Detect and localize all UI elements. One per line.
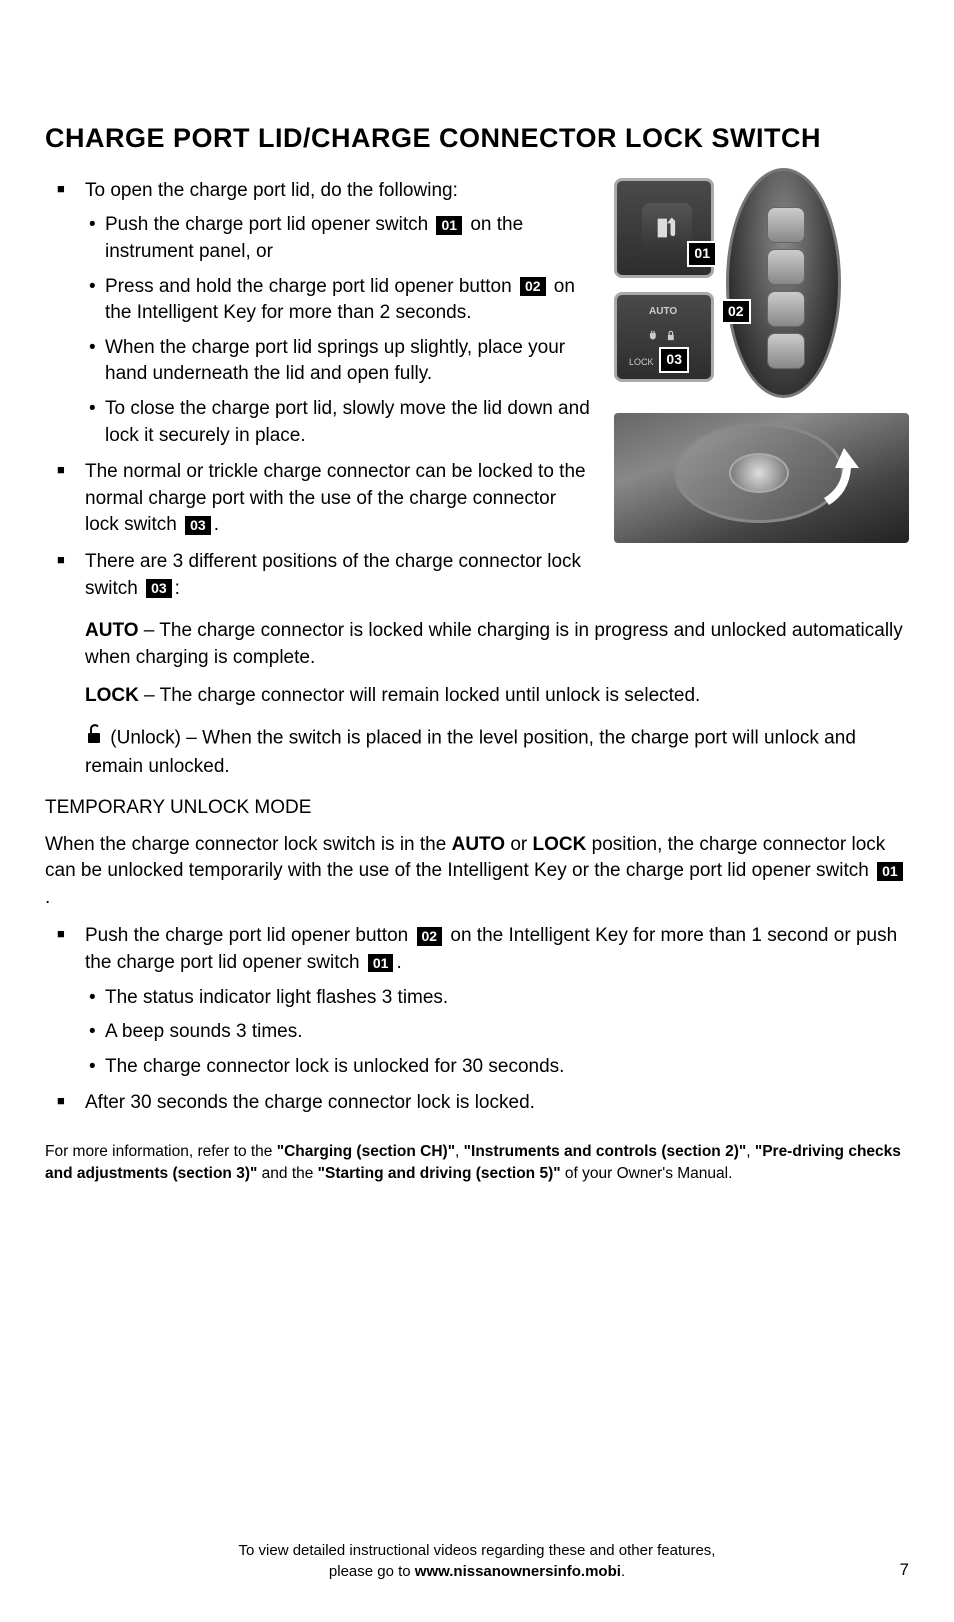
lock-switch-image: AUTO LOCK 03 <box>614 292 714 382</box>
left-text-column: To open the charge port lid, do the foll… <box>45 178 594 612</box>
lock-small-icon <box>665 329 679 343</box>
fuel-pump-icon <box>653 214 681 242</box>
unlock-icon <box>85 722 105 755</box>
auto-position: AUTO – The charge connector is locked wh… <box>85 618 909 671</box>
label-01-badge-d: 01 <box>368 954 394 973</box>
bullet-open-lid: To open the charge port lid, do the foll… <box>85 178 594 449</box>
sub-step-3: When the charge port lid springs up slig… <box>105 335 594 388</box>
callout-02: 02 <box>721 299 751 325</box>
footnote: For more information, refer to the "Char… <box>45 1141 909 1184</box>
label-03-badge: 03 <box>185 516 211 535</box>
unlock-position: (Unlock) – When the switch is placed in … <box>85 722 909 781</box>
charge-port-lid-image <box>614 413 909 543</box>
sub-step-1: Push the charge port lid opener switch 0… <box>105 212 594 265</box>
temp-sub-2: A beep sounds 3 times. <box>105 1019 909 1046</box>
label-01-badge: 01 <box>436 216 462 235</box>
temp-sub-1: The status indicator light flashes 3 tim… <box>105 985 909 1012</box>
temporary-unlock-intro: When the charge connector lock switch is… <box>45 832 909 912</box>
bullet-connector-lock: The normal or trickle charge connector c… <box>85 459 594 539</box>
temp-sub-3: The charge connector lock is unlocked fo… <box>105 1054 909 1081</box>
sub-step-4: To close the charge port lid, slowly mov… <box>105 396 594 449</box>
sub-step-2: Press and hold the charge port lid opene… <box>105 274 594 327</box>
image-column: 01 AUTO LOCK 03 <box>614 178 909 612</box>
bullet-three-positions: There are 3 different positions of the c… <box>85 549 594 602</box>
label-02-badge-b: 02 <box>417 927 443 946</box>
callout-03: 03 <box>659 347 689 373</box>
callout-01: 01 <box>687 241 717 267</box>
page-title: CHARGE PORT LID/CHARGE CONNECTOR LOCK SW… <box>45 120 909 158</box>
lock-position: LOCK – The charge connector will remain … <box>85 683 909 710</box>
open-arrow-icon <box>819 443 869 513</box>
temp-bullet-2: After 30 seconds the charge connector lo… <box>85 1090 909 1117</box>
label-03-badge-b: 03 <box>146 579 172 598</box>
temp-bullet-1: Push the charge port lid opener button 0… <box>85 923 909 1080</box>
dash-switch-image: 01 <box>614 178 714 278</box>
page-number: 7 <box>900 1558 909 1582</box>
temporary-unlock-heading: TEMPORARY UNLOCK MODE <box>45 795 909 822</box>
label-02-badge: 02 <box>520 277 546 296</box>
page-footer: To view detailed instructional videos re… <box>45 1540 909 1582</box>
key-fob-image: 02 <box>726 168 841 398</box>
plug-icon <box>647 329 661 343</box>
label-01-badge-c: 01 <box>877 862 903 881</box>
